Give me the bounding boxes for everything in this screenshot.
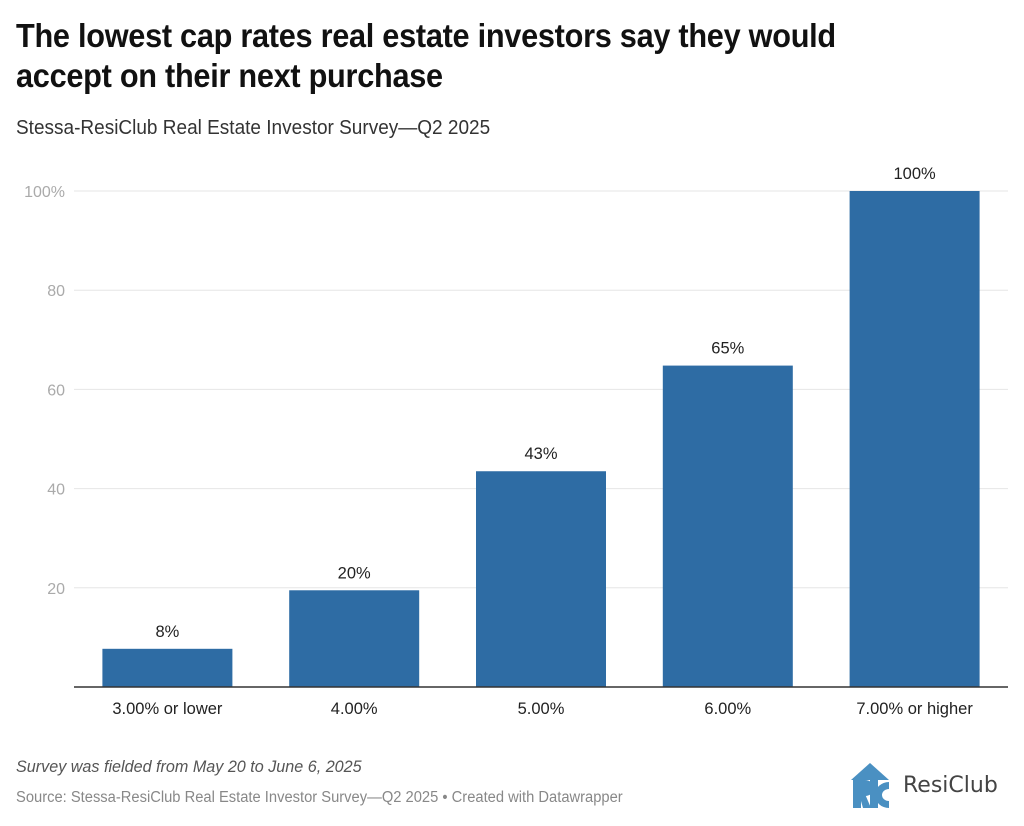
value-label: 43% [524,445,557,463]
x-tick-label: 7.00% or higher [856,700,973,718]
logo-text: ResiClub [903,772,998,798]
survey-note: Survey was fielded from May 20 to June 6… [16,757,362,776]
bar[interactable] [849,191,980,687]
source-line: Source: Stessa-ResiClub Real Estate Inve… [16,789,623,806]
resiclub-logo[interactable]: ResiClub [845,760,998,810]
bars [102,191,980,687]
bar[interactable] [476,471,606,687]
bar[interactable] [289,590,420,687]
y-tick-label: 60 [47,382,65,399]
value-labels: 8% 20% 43% 65% 100% [155,165,936,641]
bar-chart: 20 40 60 80 100% 8% 20% 43% 65% 100% 3.00% or lo… [24,165,1008,718]
value-label: 65% [711,340,744,358]
x-tick-label: 6.00% [704,700,751,718]
y-tick-label: 20 [47,581,65,598]
value-label: 8% [155,623,179,641]
value-label: 20% [338,564,371,582]
value-label: 100% [893,165,936,183]
x-tick-label: 5.00% [518,700,565,718]
y-tick-label: 80 [47,283,65,300]
y-axis: 20 40 60 80 100% [24,184,65,598]
y-tick-label: 40 [47,482,65,499]
x-axis: 3.00% or lower 4.00% 5.00% 6.00% 7.00% or hi… [74,686,1008,718]
x-tick-label: 3.00% or lower [112,700,223,718]
chart-subtitle: Stessa-ResiClub Real Estate Investor Sur… [16,117,491,139]
x-tick-label: 4.00% [331,700,378,718]
chart-title: The lowest cap rates real estate investo… [16,17,836,94]
bar[interactable] [102,648,233,687]
resiclub-house-logo-icon [851,763,889,808]
y-tick-label: 100% [24,184,65,201]
bar[interactable] [662,365,793,687]
